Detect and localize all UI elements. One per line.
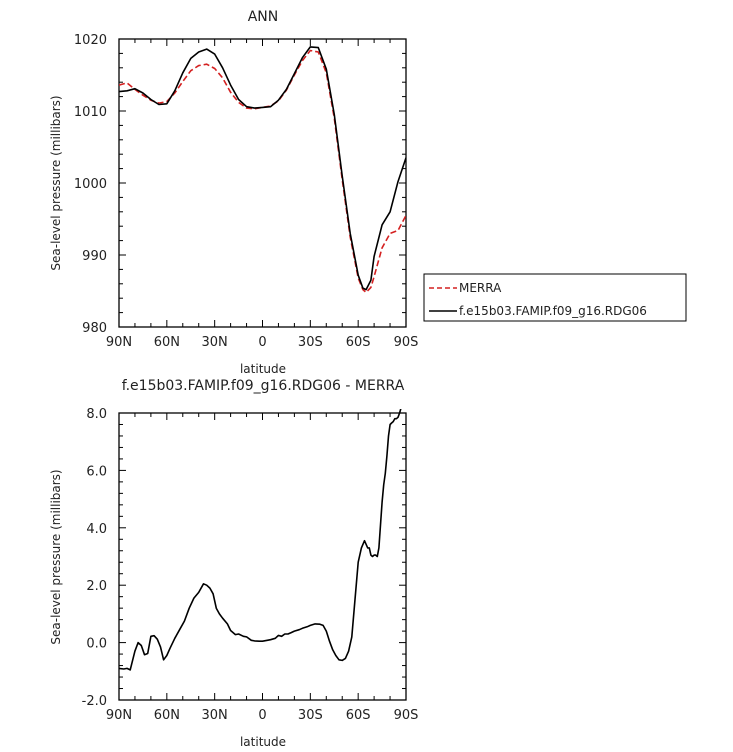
y-tick-label: 1020 bbox=[74, 33, 107, 48]
top-plot-frame bbox=[118, 38, 407, 328]
y-tick-label: 0.0 bbox=[86, 637, 107, 652]
x-tick-label: 0 bbox=[258, 335, 266, 350]
top-series-lines bbox=[119, 46, 406, 294]
top-axis-ticks: 90N 60N 30N 0 30S 60S 90S 980 990 1000 1010 1020 bbox=[74, 33, 418, 350]
legend-merra-label: MERRA bbox=[459, 281, 502, 295]
bottom-chart-title: f.e15b03.FAMIP.f09_g16.RDG06 - MERRA bbox=[122, 378, 405, 394]
x-tick-label: 0 bbox=[258, 708, 266, 723]
y-tick-label: 4.0 bbox=[86, 522, 107, 537]
series-line-merra bbox=[119, 49, 406, 294]
y-tick-label: 1010 bbox=[74, 105, 107, 120]
bottom-series-lines bbox=[119, 409, 402, 671]
x-tick-label: 30S bbox=[298, 335, 323, 350]
y-tick-label: 990 bbox=[82, 249, 107, 264]
bottom-plot-frame bbox=[118, 412, 407, 701]
bottom-ylabel: Sea-level pressure (millibars) bbox=[49, 469, 63, 644]
top-chart-title: ANN bbox=[248, 9, 279, 25]
x-tick-label: 60S bbox=[346, 335, 371, 350]
y-tick-label: 8.0 bbox=[86, 407, 107, 422]
y-tick-label: 1000 bbox=[74, 177, 107, 192]
legend: MERRA f.e15b03.FAMIP.f09_g16.RDG06 bbox=[423, 273, 687, 322]
x-tick-label: 90N bbox=[106, 708, 132, 723]
series-line-diff-0 bbox=[119, 409, 402, 671]
series-line-f-e15b03-famip-f09-g16-rdg06 bbox=[119, 46, 406, 291]
x-tick-label: 60S bbox=[346, 708, 371, 723]
bottom-axis-ticks: 90N 60N 30N 0 30S 60S 90S -2.0 0.0 2.0 4.0 6.0 8.0 bbox=[82, 407, 419, 723]
x-tick-label: 90S bbox=[394, 708, 419, 723]
x-tick-label: 60N bbox=[154, 335, 180, 350]
x-tick-label: 30N bbox=[202, 335, 228, 350]
x-tick-label: 30S bbox=[298, 708, 323, 723]
y-tick-label: 980 bbox=[82, 321, 107, 336]
y-tick-label: -2.0 bbox=[82, 694, 107, 709]
bottom-panel: f.e15b03.FAMIP.f09_g16.RDG06 - MERRA 90N… bbox=[49, 378, 418, 749]
x-tick-label: 60N bbox=[154, 708, 180, 723]
top-ylabel: Sea-level pressure (millibars) bbox=[49, 95, 63, 270]
legend-model-label: f.e15b03.FAMIP.f09_g16.RDG06 bbox=[459, 304, 647, 318]
bottom-xlabel: latitude bbox=[240, 735, 286, 749]
y-tick-label: 6.0 bbox=[86, 464, 107, 479]
top-panel: ANN 90N 60N 30N 0 30S 60S 90S 980 990 1000 1010 102… bbox=[49, 9, 418, 376]
y-tick-label: 2.0 bbox=[86, 579, 107, 594]
legend-box bbox=[423, 273, 687, 322]
top-xlabel: latitude bbox=[240, 362, 286, 376]
x-tick-label: 90S bbox=[394, 335, 419, 350]
x-tick-label: 30N bbox=[202, 708, 228, 723]
x-tick-label: 90N bbox=[106, 335, 132, 350]
